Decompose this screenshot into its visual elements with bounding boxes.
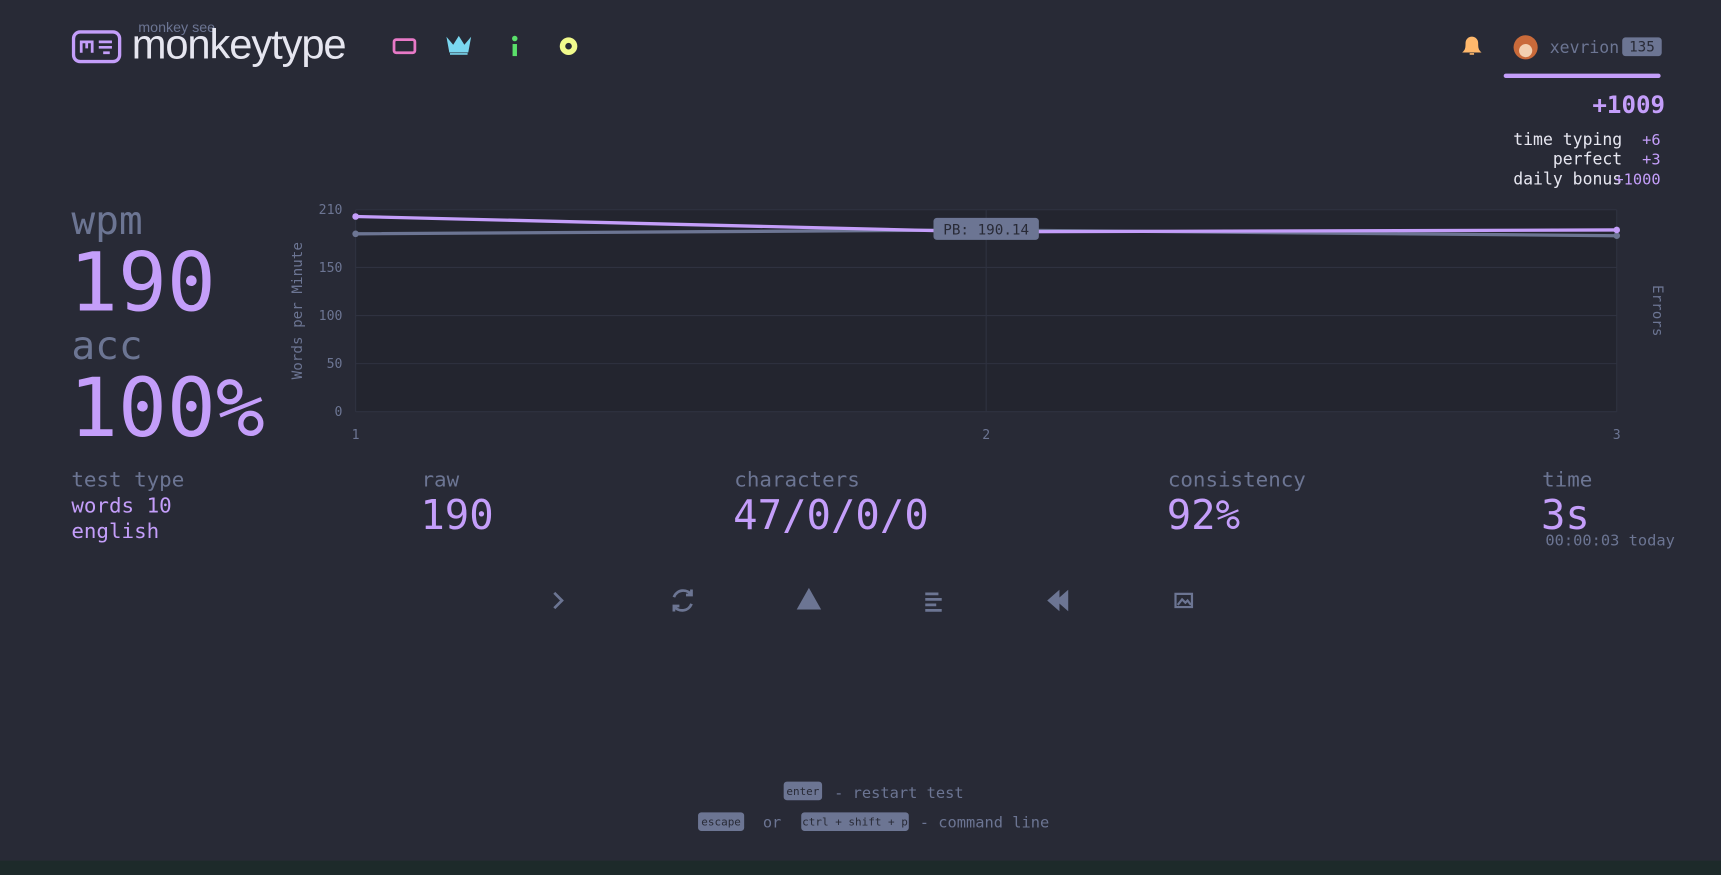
key-label: escape xyxy=(701,815,741,828)
word-history-button[interactable] xyxy=(925,592,942,612)
leaderboard-icon[interactable] xyxy=(446,35,472,55)
xp-value: +6 xyxy=(1642,131,1661,149)
time-detail: 00:00:03 today xyxy=(1545,532,1674,550)
account[interactable]: xevrion 135 xyxy=(1513,35,1662,60)
key-label: enter xyxy=(786,785,819,798)
key-badge xyxy=(801,812,909,831)
test-type-label: test type xyxy=(71,467,184,491)
logo-text: monkeytype xyxy=(132,20,346,67)
xp-label: time typing xyxy=(1513,130,1622,149)
y2-axis-label: Errors xyxy=(1649,285,1665,336)
hint-text: - restart test xyxy=(834,784,963,802)
repeat-test-button[interactable] xyxy=(672,589,693,612)
keyboard-icon[interactable] xyxy=(392,38,417,55)
x-tick-label: 2 xyxy=(982,428,990,443)
y-tick-label: 150 xyxy=(319,261,343,276)
wpm-value: 190 xyxy=(69,237,216,331)
wpm-label: wpm xyxy=(71,198,142,244)
consistency-value: 92% xyxy=(1167,491,1240,539)
replay-button[interactable] xyxy=(1047,589,1069,612)
next-test-button[interactable] xyxy=(553,591,564,610)
x-tick-label: 3 xyxy=(1613,428,1621,443)
hint-text: - command line xyxy=(920,814,1049,832)
y-tick-label: 100 xyxy=(319,309,343,324)
xp-value: +3 xyxy=(1642,151,1661,169)
key-badge xyxy=(783,781,823,801)
notification-icon[interactable] xyxy=(1462,36,1482,55)
xp-label: perfect xyxy=(1553,150,1622,169)
practice-button[interactable] xyxy=(796,587,822,610)
screenshot-button[interactable] xyxy=(1174,592,1194,609)
xp-label: daily bonus xyxy=(1513,170,1622,189)
consistency-label: consistency xyxy=(1168,467,1306,491)
acc-label: acc xyxy=(71,323,142,369)
series-point xyxy=(1613,232,1621,240)
characters-label: characters xyxy=(734,467,860,491)
test-language: english xyxy=(71,519,159,543)
time-value: 3s xyxy=(1541,491,1590,539)
logo[interactable]: monkey see monkeytype xyxy=(71,20,347,67)
y-tick-label: 210 xyxy=(319,203,343,218)
pb-label: PB: 190.14 xyxy=(943,222,1029,238)
about-icon[interactable] xyxy=(512,35,518,57)
pb-label-box xyxy=(933,217,1039,240)
hint-text: or xyxy=(763,814,782,832)
raw-value: 190 xyxy=(420,491,493,539)
acc-value: 100% xyxy=(69,362,265,456)
chart: Words per Minute Errors 0 50 100 150 210 1 2 3 P… xyxy=(290,203,1665,443)
series-point xyxy=(352,230,359,238)
y-axis-label: Words per Minute xyxy=(290,242,306,379)
key-badge xyxy=(698,812,745,831)
xp-breakdown: time typing +6 perfect +3 daily bonus+1000 xyxy=(1513,130,1660,189)
xp-bar xyxy=(1503,73,1661,79)
test-type: words 10 xyxy=(71,494,171,518)
logo-icon xyxy=(71,30,122,64)
avatar-face xyxy=(1519,44,1533,58)
level: 135 xyxy=(1629,40,1655,56)
level-badge xyxy=(1622,37,1662,57)
x-tick-label: 1 xyxy=(352,428,360,443)
settings-icon[interactable] xyxy=(559,37,578,55)
logo-glyph xyxy=(79,40,112,55)
characters-value: 47/0/0/0 xyxy=(733,491,929,539)
logo-small: monkey see xyxy=(138,20,215,36)
time-label: time xyxy=(1542,467,1592,491)
xp-value: +1000 xyxy=(1614,171,1660,189)
series-point xyxy=(1613,226,1621,234)
y-tick-label: 50 xyxy=(327,357,343,372)
raw-label: raw xyxy=(421,467,459,491)
series-point xyxy=(352,213,359,220)
username: xevrion xyxy=(1550,38,1619,57)
xp-total: +1009 xyxy=(1592,91,1665,119)
y-tick-label: 0 xyxy=(335,405,343,420)
key-label: ctrl + shift + p xyxy=(802,815,908,828)
bottom-strip xyxy=(0,860,1721,875)
